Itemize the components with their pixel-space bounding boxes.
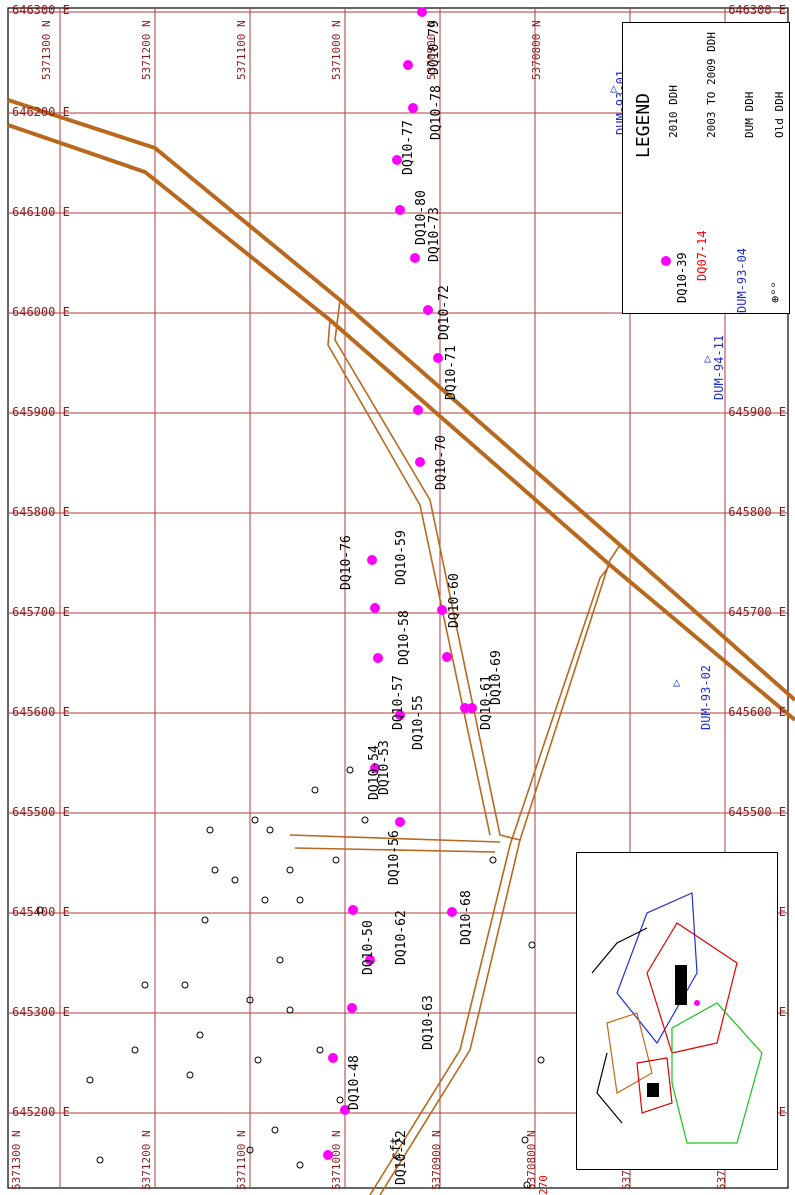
northing-label: 5371200 N (140, 1130, 153, 1190)
easting-label: 645300 E (12, 1005, 70, 1019)
dum-label: DUM-93-02 (699, 665, 713, 730)
easting-label: 645600 E (728, 705, 786, 719)
legend-title: LEGEND (633, 92, 654, 158)
hole-label: DQ10-77 (401, 120, 416, 175)
northing-label: 5371100 N (235, 20, 248, 80)
easting-label: 645500 E (12, 805, 70, 819)
legend-desc-2010: 2010 DDH (667, 85, 680, 138)
northing-label: 5371300 N (40, 20, 53, 80)
hole-label: DQ10-70 (434, 435, 449, 490)
northing-label: 5370900 N (430, 1130, 443, 1190)
old-ddh-holes (36, 766, 545, 1189)
holes-2010-markers (323, 7, 477, 1160)
northing-label: 5371000 N (330, 20, 343, 80)
hole-label: DQ10-78 (429, 85, 444, 140)
map-frame (7, 7, 789, 1189)
easting-label: 646200 E (12, 105, 70, 119)
cft-annotation: cft (389, 1137, 404, 1160)
easting-label: 645200 E (12, 1105, 70, 1119)
easting-label: 645700 E (12, 605, 70, 619)
inset-location-map (576, 852, 778, 1170)
hole-label: DQ10-72 (437, 285, 452, 340)
legend-sym-dum: DUM-93-04 (735, 247, 749, 313)
easting-gridlines (8, 11, 788, 1114)
legend: LEGEND 2010 DDH 2003 TO 2009 DDH DUM DDH… (622, 22, 790, 314)
inset-sketch (591, 892, 763, 1144)
dum-triangle-icon: △ (610, 81, 618, 95)
easting-label: 645800 E (12, 505, 70, 519)
hole-label: DQ10-68 (459, 890, 474, 945)
hole-label: DQ10-48 (347, 1055, 362, 1110)
dum-triangle-icon: △ (673, 675, 681, 689)
easting-label: 646100 E (12, 205, 70, 219)
hole-label: DQ10-22 (394, 1130, 409, 1185)
legend-2010-dot-icon (661, 256, 671, 266)
northing-label: 5370800 N (525, 1130, 538, 1190)
easting-label: 645900 E (12, 405, 70, 419)
legend-desc-2003-2009: 2003 TO 2009 DDH (705, 32, 718, 138)
access-roads (289, 299, 621, 1195)
legend-desc-dum: DUM DDH (743, 91, 756, 138)
easting-label: E (779, 1105, 786, 1119)
easting-label: 646000 E (12, 305, 70, 319)
hole-label: DQ10-55 (411, 695, 426, 750)
easting-labels-left: 646300 E 646200 E 646100 E 646000 E 6459… (12, 3, 70, 1119)
hole-label: DQ10-62 (394, 910, 409, 965)
easting-label: 645800 E (728, 505, 786, 519)
easting-labels-right: 646300 E 645900 E 645800 E 645700 E 6456… (728, 3, 786, 1119)
northing-label: 5371100 N (235, 1130, 248, 1190)
hole-label: DQ10-57 (391, 675, 406, 730)
dum-label: DUM-94-11 (712, 335, 726, 400)
easting-label: 645900 E (728, 405, 786, 419)
hole-label: DQ10-61 (479, 675, 494, 730)
easting-label: 646300 E (12, 3, 70, 17)
hole-label: DQ10-60 (447, 573, 462, 628)
hole-label: DQ10-76 (339, 535, 354, 590)
hole-label: DQ10-53 (377, 740, 392, 795)
legend-desc-old: Old DDH (773, 91, 786, 138)
easting-label: 645500 E (728, 805, 786, 819)
hole-label: DQ10-80 (414, 190, 429, 245)
hole-label: DQ10-58 (397, 610, 412, 665)
easting-label: 645600 E (12, 705, 70, 719)
hole-label: DQ10-73 (427, 207, 442, 262)
legend-sym-2010: DQ10-39 (675, 252, 689, 303)
northing-label: 5370900 N (425, 20, 438, 80)
northing-labels-top: 5371300 N 5371200 N 5371100 N 5371000 N … (40, 20, 543, 80)
northing-label: 5371200 N (140, 20, 153, 80)
red-mark-annotation: 270 (537, 1175, 550, 1195)
northing-label: 5371300 N (10, 1130, 23, 1190)
easting-label: E (779, 905, 786, 919)
easting-label: 645700 E (728, 605, 786, 619)
dum-triangle-icon: △ (704, 351, 712, 365)
northing-label: 5370800 N (530, 20, 543, 80)
hole-label: DQ10-63 (421, 995, 436, 1050)
northing-label: 5371000 N (330, 1130, 343, 1190)
easting-label: 645400 E (12, 905, 70, 919)
legend-sym-old: ⊕ᵒᵒ (768, 281, 782, 303)
easting-label: E (779, 1005, 786, 1019)
hole-label: DQ10-54 (367, 745, 382, 800)
hole-label: DQ10-69 (489, 650, 504, 705)
hole-label: DQ10-56 (387, 830, 402, 885)
hole-label: DQ10-50 (361, 920, 376, 975)
hole-label: DQ10-79 (427, 20, 442, 75)
easting-label: 646300 E (728, 3, 786, 17)
hole-label: DQ10-59 (394, 530, 409, 585)
hole-label: DQ10-71 (444, 345, 459, 400)
legend-sym-2003-2009: DQ07-14 (695, 230, 709, 281)
holes-2010-labels: DQ10-79 DQ10-78 DQ10-77 DQ10-80 DQ10-73 … (339, 20, 504, 1185)
